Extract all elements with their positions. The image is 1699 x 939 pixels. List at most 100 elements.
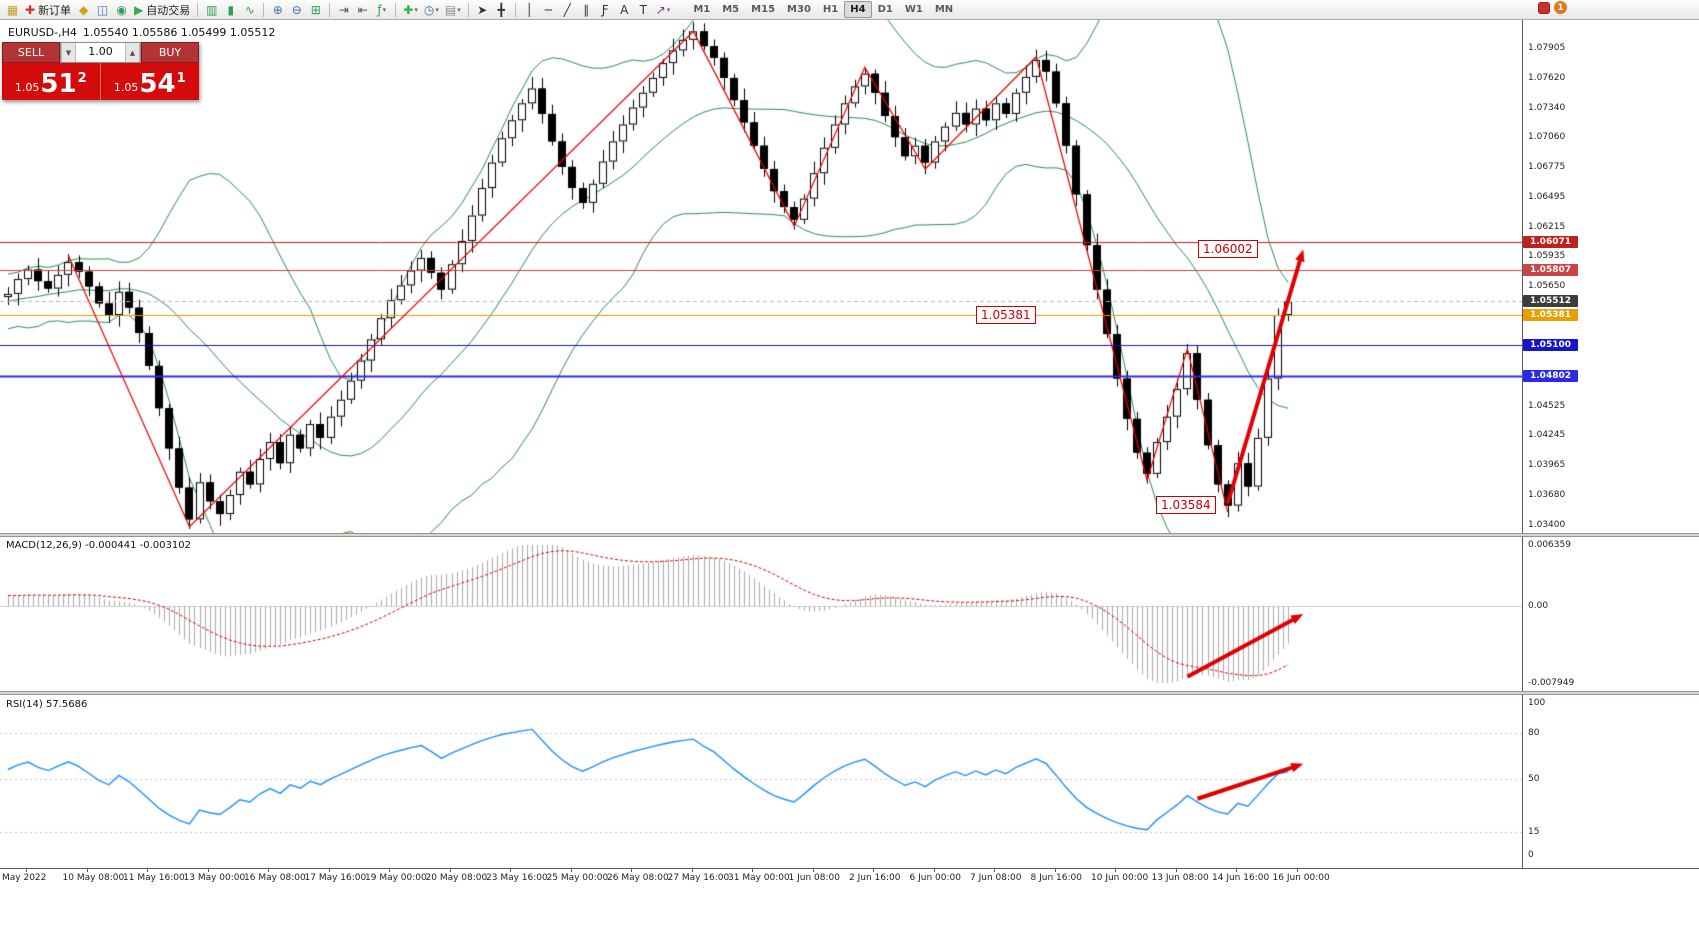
timeframe-h1[interactable]: H1 <box>822 4 839 15</box>
price-tag: 1.05807 <box>1523 263 1578 276</box>
time-axis-tick <box>207 868 209 872</box>
sell-price-main: 51 <box>40 69 77 99</box>
new-order-button[interactable]: ✚ 新订单 <box>22 1 74 18</box>
auto-scroll-icon[interactable]: ⇥ <box>334 1 353 18</box>
time-axis-label: 26 May 08:00 <box>607 873 669 883</box>
vertical-line-icon[interactable]: │ <box>520 1 539 18</box>
text-label-icon[interactable]: T <box>634 1 653 18</box>
auto-scroll-icon: ⇥ <box>338 2 349 17</box>
indicators-icon[interactable]: ƒ ▾ <box>372 1 391 18</box>
price-axis-tick: 1.05650 <box>1528 281 1566 292</box>
price-axis-tick: 1.07060 <box>1528 132 1566 143</box>
alert-icon[interactable] <box>1538 1 1550 14</box>
periods-icon[interactable]: ◷ ▾ <box>421 1 442 18</box>
zoom-in-icon[interactable]: ⊕ <box>268 1 287 18</box>
rsi-panel-canvas[interactable] <box>0 695 1522 868</box>
timeframe-m30[interactable]: M30 <box>787 4 811 15</box>
macd-axis-tick: 0.006359 <box>1528 540 1571 550</box>
line-chart-icon[interactable]: ∿ <box>240 1 259 18</box>
time-axis-label: 16 Jun 00:00 <box>1272 873 1330 883</box>
add-object-icon[interactable]: ✚ ▾ <box>400 1 421 18</box>
time-axis-label: 11 May 16:00 <box>123 873 185 883</box>
text-icon: A <box>620 2 629 17</box>
timeframe-mn[interactable]: MN <box>934 4 954 15</box>
time-axis-tick <box>26 868 27 872</box>
price-axis-tick: 1.04525 <box>1528 400 1566 411</box>
navigator-icon[interactable]: ◉ <box>112 1 131 18</box>
data-window-icon: ◫ <box>96 2 109 17</box>
buy-button[interactable]: BUY <box>141 42 199 63</box>
panel-separator[interactable] <box>0 691 1699 695</box>
market-watch-icon[interactable]: ◆ <box>74 1 93 18</box>
text-icon[interactable]: A <box>615 1 634 18</box>
price-axis-tick: 1.06215 <box>1528 221 1566 232</box>
timeframe-m15[interactable]: M15 <box>751 4 776 15</box>
arrows-tool-icon[interactable]: ↗ ▾ <box>653 1 674 18</box>
toolbar-separator <box>467 2 469 17</box>
time-axis-tick <box>1296 868 1298 872</box>
macd-panel-canvas[interactable] <box>0 537 1522 691</box>
main-toolbar: ▦ ✚ 新订单 ◆ ◫ ◉ ▶ 自动交易 ▥ ▮ ∿ ⊕ ⊖ ⊞ ⇥ ⇤ ƒ ▾ ✚ ▾ ◷ ▾ ▤ ▾ ➤ ╋ │ ─ ╱ ∥ Ƒ A T ↗ ▾… <box>0 0 1699 20</box>
autotrade-button-label: 自动交易 <box>146 3 191 17</box>
time-axis-tick <box>147 868 148 872</box>
main-chart-canvas[interactable] <box>0 20 1522 533</box>
time-axis-tick <box>510 868 511 872</box>
chart-shift-icon[interactable]: ⇤ <box>353 1 372 18</box>
rsi-axis-tick: 50 <box>1528 774 1540 784</box>
new-chart-icon[interactable]: ▦ <box>3 1 22 18</box>
quote-header: EURUSD-,H4 1.05540 1.05586 1.05499 1.0551… <box>8 26 281 39</box>
cursor-icon[interactable]: ➤ <box>473 1 492 18</box>
timeframe-h4[interactable]: H4 <box>844 1 872 18</box>
sell-price[interactable]: 1.05 51 2 <box>2 63 101 100</box>
candlestick-chart-icon[interactable]: ▮ <box>221 1 240 18</box>
volume-decrease-button[interactable]: ▼ <box>61 43 76 62</box>
zoom-out-icon[interactable]: ⊖ <box>287 1 306 18</box>
trendline-icon[interactable]: ╱ <box>558 1 577 18</box>
buy-price[interactable]: 1.05 54 1 <box>101 63 200 100</box>
fibonacci-icon[interactable]: Ƒ <box>596 1 615 18</box>
toolbar-separator <box>197 2 199 17</box>
toolbar-separator <box>514 2 516 17</box>
vertical-line-icon: │ <box>525 2 533 17</box>
price-axis-tick: 1.06495 <box>1528 192 1566 203</box>
toolbar-separator <box>395 2 397 17</box>
autotrade-button[interactable]: ▶ 自动交易 <box>131 1 193 18</box>
toolbar-separator <box>263 2 265 17</box>
bar-chart-icon[interactable]: ▥ <box>202 1 221 18</box>
dropdown-caret-icon: ▾ <box>382 5 387 14</box>
add-object-icon: ✚ <box>403 2 414 17</box>
notification-badge[interactable]: 1 <box>1554 1 1567 14</box>
timeframe-d1[interactable]: D1 <box>877 4 893 15</box>
time-axis-label: 6 Jun 00:00 <box>909 873 961 883</box>
time-axis-tick <box>268 868 269 872</box>
horizontal-line-icon[interactable]: ─ <box>539 1 558 18</box>
time-axis-label: 16 May 08:00 <box>244 873 306 883</box>
time-axis-tick <box>691 868 693 872</box>
tile-windows-icon[interactable]: ⊞ <box>306 1 325 18</box>
toolbar-separator <box>329 2 331 17</box>
data-window-icon[interactable]: ◫ <box>93 1 112 18</box>
time-axis-tick <box>994 868 995 872</box>
timeframe-m5[interactable]: M5 <box>722 4 740 15</box>
channel-icon[interactable]: ∥ <box>577 1 596 18</box>
time-axis-label: 7 Jun 08:00 <box>970 873 1022 883</box>
sell-button[interactable]: SELL <box>2 42 60 63</box>
panel-separator[interactable] <box>0 533 1699 537</box>
timeframe-m1[interactable]: M1 <box>693 4 711 15</box>
buy-price-prefix: 1.05 <box>113 81 139 94</box>
volume-increase-button[interactable]: ▲ <box>125 43 140 62</box>
timeframe-w1[interactable]: W1 <box>904 4 923 15</box>
price-axis-tick: 1.03400 <box>1528 519 1566 530</box>
trendline-icon: ╱ <box>563 2 571 17</box>
time-axis-tick <box>86 868 88 872</box>
symbol-period-label: EURUSD-,H4 <box>8 26 77 39</box>
volume-input[interactable]: 1.00 <box>88 45 113 58</box>
crosshair-icon: ╋ <box>497 2 505 17</box>
timeframe-toolbar: M1 M5 M15 M30 H1 H4 D1 W1 MN <box>687 1 959 18</box>
crosshair-icon[interactable]: ╋ <box>492 1 511 18</box>
time-axis-border <box>0 868 1699 869</box>
time-axis-label: 23 May 16:00 <box>486 873 548 883</box>
dropdown-caret-icon: ▾ <box>457 5 461 14</box>
sell-price-prefix: 1.05 <box>14 81 40 94</box>
templates-icon[interactable]: ▤ ▾ <box>442 1 464 18</box>
